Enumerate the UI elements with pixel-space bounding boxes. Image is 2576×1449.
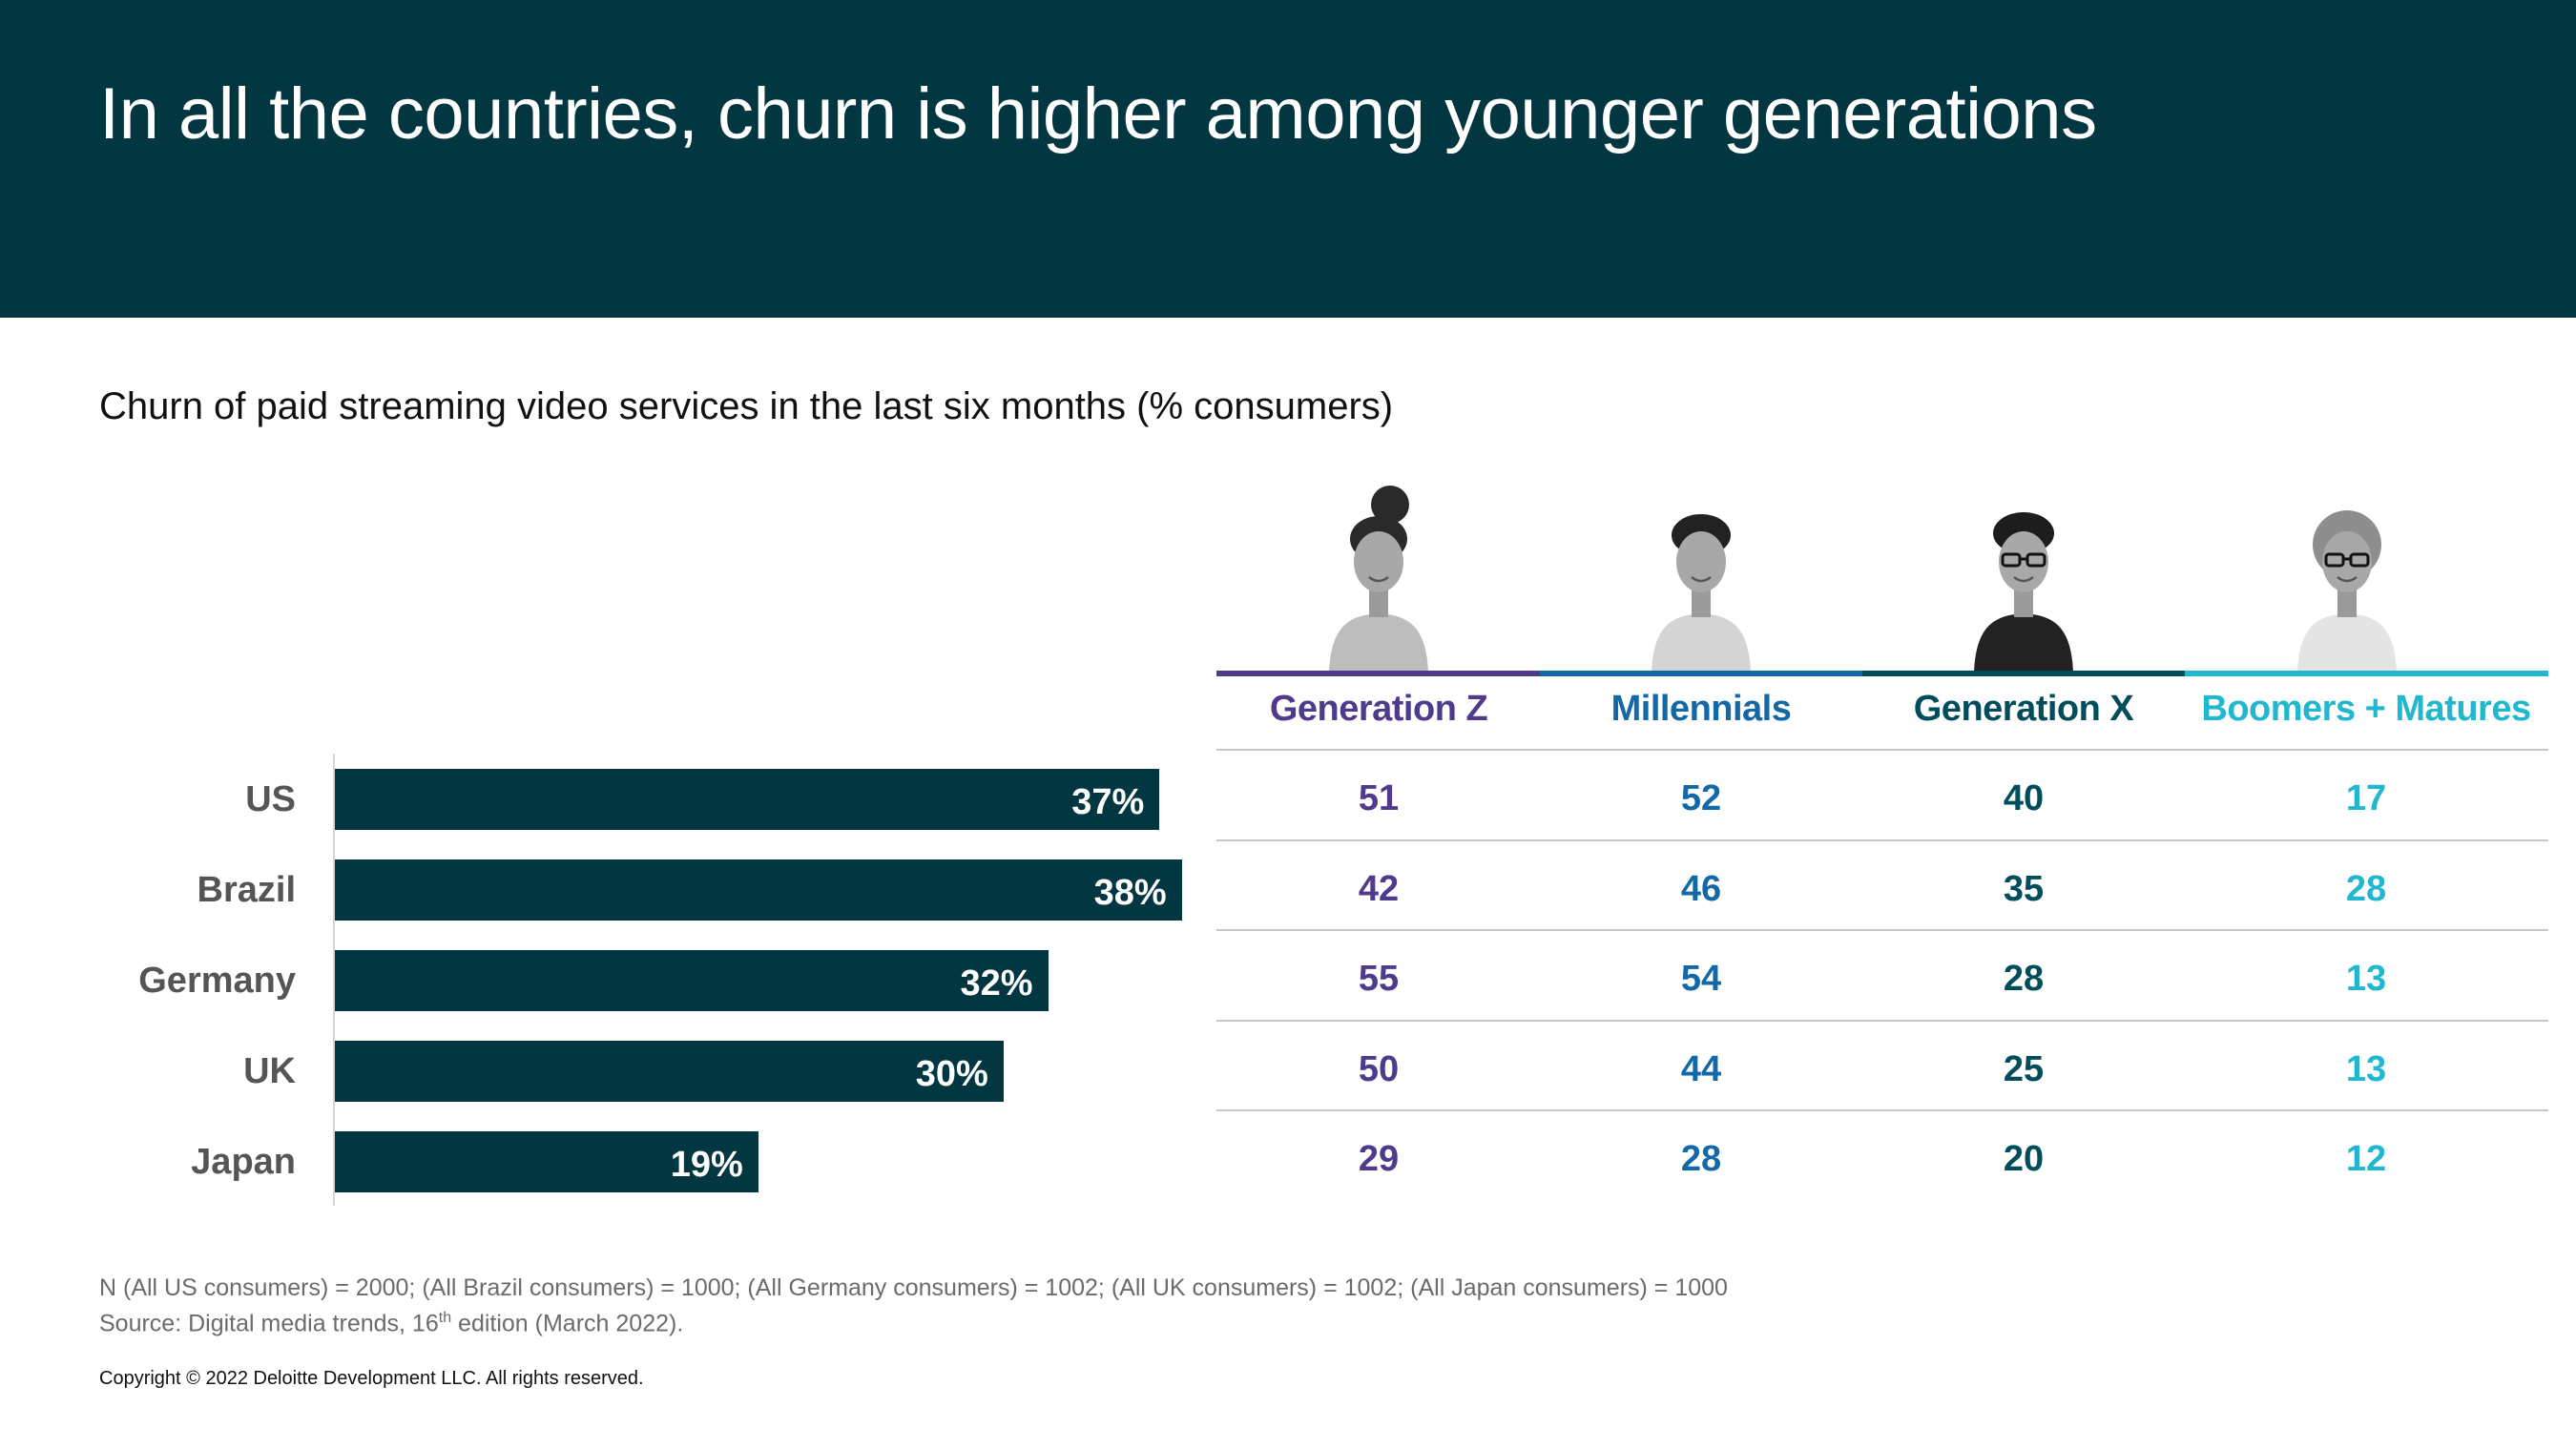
header-banner: In all the countries, churn is higher am…	[0, 0, 2576, 318]
column-color-bar	[1216, 671, 1540, 676]
table-cell: 50	[1358, 1048, 1400, 1089]
country-label: Germany	[138, 961, 296, 1001]
page-title: In all the countries, churn is higher am…	[99, 73, 2097, 155]
column-color-bar	[1862, 671, 2185, 676]
table-cell: 17	[2345, 778, 2387, 818]
bar	[335, 1131, 758, 1192]
table-cell: 52	[1680, 778, 1722, 818]
bar-value-label: 32%	[960, 963, 1033, 1004]
bar-value-label: 37%	[1071, 782, 1145, 822]
table-cell: 28	[2345, 868, 2387, 909]
footnote-source-text: Source: Digital media trends, 16	[99, 1310, 439, 1337]
country-label: Japan	[191, 1142, 296, 1182]
table-cell: 51	[1358, 778, 1400, 818]
table-cell: 29	[1358, 1139, 1400, 1179]
column-color-bar	[1540, 671, 1862, 676]
table-cell: 13	[2345, 959, 2387, 999]
copyright-notice: Copyright © 2022 Deloitte Development LL…	[99, 1368, 644, 1389]
country-label: Brazil	[197, 870, 296, 910]
row-divider	[1216, 749, 2548, 751]
table-cell: 20	[2003, 1139, 2045, 1179]
column-header: Generation Z	[1269, 689, 1488, 729]
bar-value-label: 38%	[1093, 873, 1167, 913]
bar-value-label: 19%	[670, 1145, 743, 1185]
table-cell: 28	[2003, 959, 2045, 999]
footnote: N (All US consumers) = 2000; (All Brazil…	[99, 1273, 1728, 1338]
column-header: Millennials	[1610, 689, 1792, 729]
country-label: US	[245, 779, 296, 819]
chart-subtitle: Churn of paid streaming video services i…	[99, 385, 1394, 427]
column-header: Boomers + Matures	[2201, 689, 2531, 729]
bar-chart-axis	[333, 754, 335, 1206]
row-divider	[1216, 1109, 2548, 1111]
column-header: Generation X	[1913, 689, 2134, 729]
bar-value-label: 30%	[915, 1054, 988, 1094]
portrait-boomers-matures-icon	[2297, 510, 2397, 673]
bar	[335, 769, 1160, 830]
table-cell: 54	[1680, 959, 1722, 999]
column-color-bar	[2185, 671, 2548, 676]
portrait-generation-z-icon	[1329, 486, 1428, 673]
table-cell: 25	[2003, 1048, 2045, 1089]
footnote-source: Source: Digital media trends, 16th editi…	[99, 1303, 1728, 1338]
table-cell: 40	[2003, 778, 2045, 818]
table-cell: 12	[2345, 1139, 2387, 1179]
row-divider	[1216, 929, 2548, 931]
bar	[335, 859, 1182, 921]
row-divider	[1216, 839, 2548, 841]
table-cell: 35	[2003, 868, 2045, 909]
table-cell: 13	[2345, 1048, 2387, 1089]
table-cell: 44	[1680, 1048, 1722, 1089]
bar	[335, 950, 1049, 1011]
table-cell: 55	[1358, 959, 1400, 999]
country-label: UK	[243, 1051, 296, 1091]
table-cell: 46	[1680, 868, 1722, 909]
portrait-generation-x-icon	[1974, 512, 2073, 673]
footnote-source-edition: edition (March 2022).	[451, 1310, 684, 1337]
table-cell: 28	[1680, 1139, 1722, 1179]
portrait-millennials-icon	[1652, 514, 1751, 673]
table-cell: 42	[1358, 868, 1400, 909]
bar	[335, 1041, 1004, 1102]
footnote-source-superscript: th	[438, 1310, 452, 1326]
footnote-sample-sizes: N (All US consumers) = 2000; (All Brazil…	[99, 1274, 1728, 1301]
row-divider	[1216, 1020, 2548, 1022]
